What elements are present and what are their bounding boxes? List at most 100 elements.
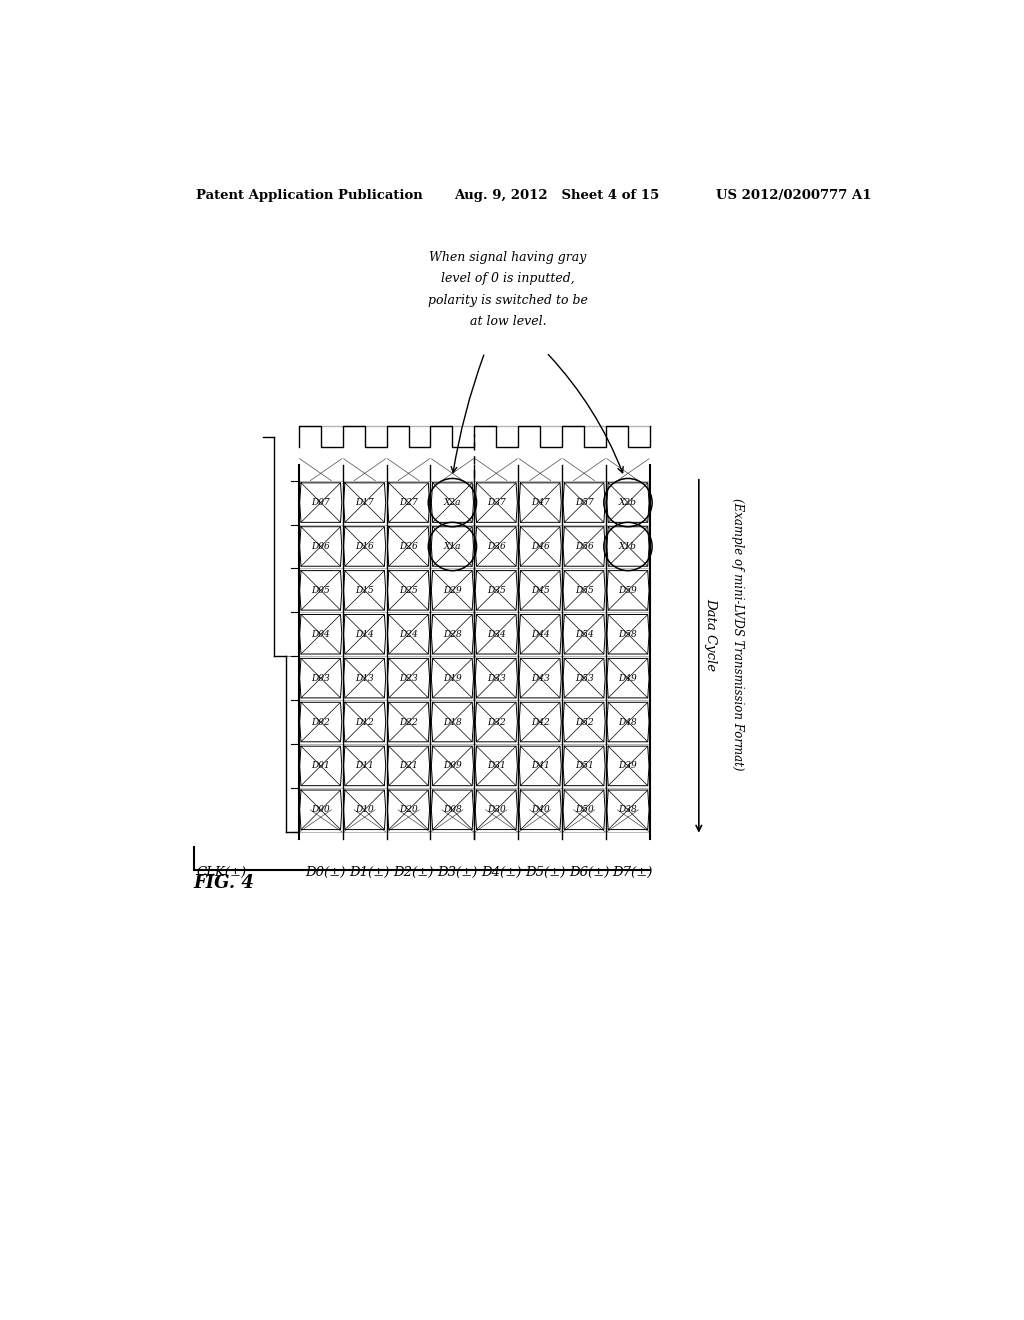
Polygon shape (519, 791, 561, 829)
Polygon shape (344, 615, 386, 653)
Polygon shape (607, 702, 649, 742)
Text: D11: D11 (355, 762, 374, 771)
Text: D15: D15 (355, 586, 374, 595)
Polygon shape (344, 483, 386, 523)
Text: Aug. 9, 2012   Sheet 4 of 15: Aug. 9, 2012 Sheet 4 of 15 (454, 189, 659, 202)
Text: D29: D29 (443, 586, 462, 595)
Polygon shape (563, 659, 605, 698)
Text: D02: D02 (311, 718, 330, 726)
Polygon shape (387, 659, 430, 698)
Text: D12: D12 (355, 718, 374, 726)
Polygon shape (431, 527, 473, 566)
Polygon shape (607, 746, 649, 785)
Text: D59: D59 (618, 586, 637, 595)
Text: D13: D13 (355, 673, 374, 682)
Text: D38: D38 (618, 805, 637, 814)
Text: D49: D49 (618, 673, 637, 682)
Polygon shape (300, 746, 342, 785)
Polygon shape (563, 746, 605, 785)
Text: D24: D24 (399, 630, 418, 639)
Text: D20: D20 (399, 805, 418, 814)
Text: D39: D39 (618, 762, 637, 771)
Text: D34: D34 (487, 630, 506, 639)
Text: D18: D18 (443, 718, 462, 726)
Text: D35: D35 (487, 586, 506, 595)
Text: When signal having gray: When signal having gray (429, 251, 587, 264)
Text: D40: D40 (530, 805, 550, 814)
Polygon shape (563, 570, 605, 610)
Polygon shape (387, 791, 430, 829)
Polygon shape (300, 702, 342, 742)
Polygon shape (300, 791, 342, 829)
Text: X2b: X2b (620, 498, 637, 507)
Polygon shape (563, 702, 605, 742)
Text: at low level.: at low level. (470, 315, 546, 329)
Polygon shape (300, 483, 342, 523)
Text: D45: D45 (530, 586, 550, 595)
Polygon shape (475, 527, 517, 566)
Text: D47: D47 (530, 498, 550, 507)
Text: D16: D16 (355, 543, 374, 550)
Text: D23: D23 (399, 673, 418, 682)
Text: D31: D31 (487, 762, 506, 771)
Polygon shape (519, 527, 561, 566)
Polygon shape (563, 615, 605, 653)
Polygon shape (519, 702, 561, 742)
Text: D26: D26 (399, 543, 418, 550)
Polygon shape (344, 702, 386, 742)
Text: FIG. 4: FIG. 4 (194, 874, 255, 892)
Polygon shape (607, 483, 649, 523)
Text: D10: D10 (355, 805, 374, 814)
Text: D36: D36 (487, 543, 506, 550)
Text: polarity is switched to be: polarity is switched to be (428, 294, 588, 308)
Text: D42: D42 (530, 718, 550, 726)
Text: D32: D32 (487, 718, 506, 726)
Polygon shape (431, 570, 473, 610)
Text: D37: D37 (487, 498, 506, 507)
Text: D33: D33 (487, 673, 506, 682)
Text: D09: D09 (443, 762, 462, 771)
Polygon shape (607, 659, 649, 698)
Text: D08: D08 (443, 805, 462, 814)
Polygon shape (344, 746, 386, 785)
Polygon shape (344, 570, 386, 610)
Polygon shape (300, 527, 342, 566)
Text: D1(±): D1(±) (349, 866, 390, 879)
Polygon shape (519, 746, 561, 785)
Polygon shape (431, 483, 473, 523)
Text: D22: D22 (399, 718, 418, 726)
Text: D07: D07 (311, 498, 330, 507)
Text: D04: D04 (311, 630, 330, 639)
Text: D17: D17 (355, 498, 374, 507)
Polygon shape (475, 702, 517, 742)
Polygon shape (475, 791, 517, 829)
Polygon shape (607, 527, 649, 566)
Polygon shape (519, 483, 561, 523)
Text: D27: D27 (399, 498, 418, 507)
Polygon shape (431, 659, 473, 698)
Text: (Example of mini-LVDS Transmission Format): (Example of mini-LVDS Transmission Forma… (731, 498, 743, 771)
Polygon shape (431, 791, 473, 829)
Text: D57: D57 (574, 498, 594, 507)
Polygon shape (607, 570, 649, 610)
Polygon shape (344, 527, 386, 566)
Polygon shape (431, 615, 473, 653)
Text: D46: D46 (530, 543, 550, 550)
Polygon shape (563, 483, 605, 523)
Text: CLK(±): CLK(±) (196, 866, 246, 879)
Text: D54: D54 (574, 630, 594, 639)
Text: D28: D28 (443, 630, 462, 639)
Text: D55: D55 (574, 586, 594, 595)
Polygon shape (344, 791, 386, 829)
Polygon shape (475, 615, 517, 653)
Polygon shape (475, 483, 517, 523)
Polygon shape (519, 659, 561, 698)
Text: D14: D14 (355, 630, 374, 639)
Polygon shape (475, 746, 517, 785)
Text: D06: D06 (311, 543, 330, 550)
Text: D53: D53 (574, 673, 594, 682)
Polygon shape (387, 483, 430, 523)
Polygon shape (387, 570, 430, 610)
Text: D3(±): D3(±) (437, 866, 477, 879)
Polygon shape (519, 570, 561, 610)
